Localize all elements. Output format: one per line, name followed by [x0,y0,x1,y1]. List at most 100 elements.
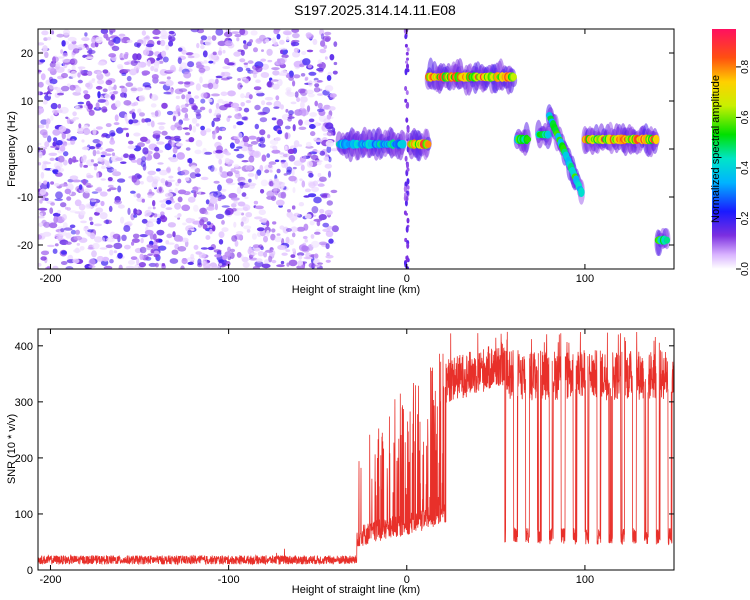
spectrogram-noise-blob [300,101,305,109]
spectrogram-noise-blob [171,249,179,255]
spectrogram-noise-blob [128,140,134,145]
spectrogram-noise-blob [112,233,121,240]
spectrogram-noise-blob [158,245,167,251]
spectrogram-noise-blob [193,109,202,113]
spectrogram-noise-blob [83,90,89,95]
spectrogram-noise-blob [92,139,101,144]
spectrogram-noise-blob [68,157,73,165]
spectrogram-noise-blob [188,137,195,143]
spectrogram-noise-blob [137,42,142,47]
spectrogram-noise-blob [221,227,229,233]
spectrogram-noise-blob [38,151,43,159]
spectrogram-noise-blob [252,265,260,269]
spectrogram-noise-blob [72,258,80,264]
spectrogram-noise-blob [307,93,315,98]
spectrogram-noise-blob [202,50,208,58]
spectrogram-noise-blob [141,198,145,203]
spectrogram-noise-blob [183,71,192,79]
spectrogram-noise-blob [264,96,274,101]
spectrogram-noise-blob [44,197,49,202]
spectrogram-noise-blob [87,229,94,233]
spectrogram-noise-blob [50,181,55,185]
spectrogram-noise-blob [195,113,202,120]
spectrogram-noise-blob [89,232,96,240]
snr-frame [37,328,675,571]
spectrogram-noise-blob [50,30,55,35]
spectrogram-noise-blob [38,142,42,146]
spectrogram-noise-blob [214,203,218,211]
spectrogram-noise-blob [177,196,183,203]
spectrogram-noise-blob [264,38,270,43]
spectrogram-noise-blob [153,152,161,160]
spectrogram-noise-blob [236,66,244,73]
spectrogram-noise-blob [313,253,319,259]
spectrogram-noise-blob [260,189,265,194]
spectrogram-noise-blob [237,182,246,186]
spectrogram-noise-blob [310,234,315,239]
spectrogram-noise-blob [40,171,45,179]
spectrogram-noise-blob [200,39,204,45]
spectrogram-noise-blob [254,104,261,111]
spectrogram-noise-blob [248,155,255,163]
spectrogram-noise-blob [326,114,332,120]
spectrogram-noise-blob [174,122,182,129]
spectrogram-noise-blob [85,56,94,59]
spectrogram-noise-blob [255,79,261,83]
spectrogram-noise-blob [299,88,308,97]
spectrogram-noise-blob [261,100,266,106]
spectrogram-noise-blob [121,86,128,94]
spectrogram-noise-blob [117,204,125,209]
spectrogram-noise-blob [52,129,61,136]
spectrogram-noise-blob [275,95,280,101]
spectrogram-noise-blob [189,172,197,179]
spectrogram-noise-blob [236,121,244,126]
spectrogram-noise-blob [326,75,332,81]
spectrogram-noise-blob [296,226,306,232]
spectrogram-noise-blob [285,87,292,93]
spectrogram-noise-blob [294,109,303,116]
spectrogram-noise-blob [200,125,206,131]
colorbar: 0.0 0.2 0.4 0.6 0.8 Normalized spectral ampl… [710,29,750,276]
spectrogram-noise-blob [78,123,82,129]
spectrogram-noise-blob [49,207,54,214]
spectrogram-noise-blob [81,37,90,42]
spectrogram-noise-blob [169,136,176,141]
spectrogram-noise-blob [325,259,331,263]
spectrogram-noise-blob [70,70,77,79]
y-tick-label: 400 [15,341,33,353]
spectrogram-noise-blob [261,154,267,162]
spectrogram-noise-blob [127,207,131,215]
spectrogram-noise-blob [38,181,42,186]
spectrogram-noise-blob [56,236,62,240]
spectrogram-noise-blob [306,160,313,168]
spectrogram-noise-blob [104,153,112,156]
spectrogram-noise-blob [147,194,153,199]
spectrogram-noise-blob [307,64,312,69]
spectrogram-noise-blob [39,59,46,63]
y-tick-label: 100 [15,509,33,521]
spectrogram-noise-blob [227,115,232,119]
spectrogram-noise-blob [322,222,330,228]
spectrogram-noise-blob [248,94,253,100]
spectrogram-noise-blob [156,217,161,225]
spectrogram-noise-blob [202,223,208,230]
spectrogram-noise-blob [141,218,148,224]
spectrogram-noise-blob [406,126,410,130]
spectrogram-noise-blob [181,49,187,55]
spectrogram-noise-blob [160,178,166,184]
figure-title: S197.2025.314.14.11.E08 [294,2,456,18]
spectrogram-noise-blob [44,51,49,58]
spectrogram-noise-blob [188,97,195,105]
spectrogram-noise-blob [150,103,157,108]
spectrogram-noise-blob [272,221,277,225]
spectrogram-noise-blob [241,192,247,197]
spectrogram-noise-blob [169,157,179,163]
spectrogram-noise-blob [318,241,328,246]
spectrogram-noise-blob [273,29,280,35]
spectrogram-noise-blob [109,139,116,145]
spectrogram-noise-blob [327,170,332,178]
spectrogram-noise-blob [224,57,230,65]
spectrogram-noise-blob [184,132,191,136]
spectrogram-noise-blob [159,200,166,203]
